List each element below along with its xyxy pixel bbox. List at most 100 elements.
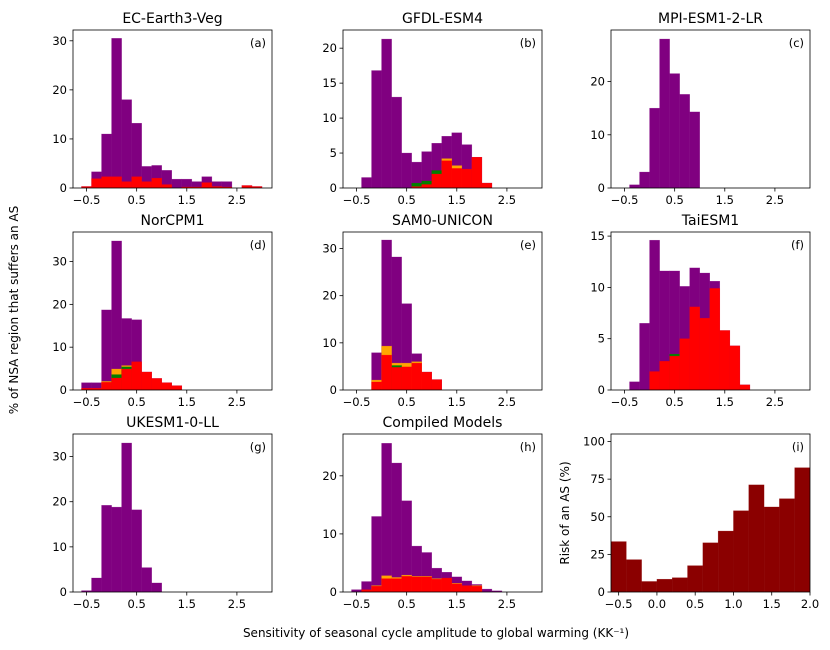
- bar-total: [481, 588, 493, 592]
- axes-frame: [72, 433, 273, 593]
- y-tick-label: 30: [322, 242, 337, 256]
- panel-title: MPI-ESM1-2-LR: [658, 11, 763, 27]
- x-tick-label: 0.5: [666, 395, 684, 409]
- bar-risk: [779, 498, 795, 592]
- axes-frame: [72, 231, 273, 391]
- bar-red: [421, 371, 432, 390]
- panel-title: SAM0-UNICON: [392, 213, 493, 229]
- bar-red: [111, 176, 122, 188]
- bars: [361, 38, 493, 188]
- x-tick-label: 0.5: [398, 193, 416, 207]
- y-tick-label: 75: [590, 472, 605, 486]
- bar-red: [371, 585, 382, 592]
- bar-total: [171, 178, 183, 188]
- panel-f: −0.5 0.5 1.5 2.5 0 5 10 15 TaiESM1 (f): [590, 213, 811, 409]
- panel-a: −0.5 0.5 1.5 2.5 0 10 20 30 EC-Earth3-Veg (a): [52, 11, 273, 207]
- x-tick-label: 0.0: [648, 597, 666, 611]
- panel-title: GFDL-ESM4: [402, 11, 483, 27]
- bar-risk: [656, 578, 673, 592]
- bar-total: [659, 38, 670, 188]
- x-tick-label: 1.5: [448, 193, 466, 207]
- x-tick-label: 1.5: [178, 395, 196, 409]
- bar-red: [371, 381, 382, 390]
- bars: [351, 443, 503, 592]
- y-tick-label: 30: [52, 34, 67, 48]
- bar-red: [401, 366, 412, 390]
- bars: [629, 38, 700, 188]
- x-tick-label: 2.5: [228, 395, 246, 409]
- bar-red: [151, 378, 162, 390]
- bar-total: [391, 462, 402, 592]
- x-tick-label: 2.5: [498, 193, 516, 207]
- y-tick-label: 0: [598, 383, 605, 397]
- y-tick-label: 50: [590, 510, 605, 524]
- x-tick-label: 0.5: [128, 597, 146, 611]
- x-tick-label: −0.5: [73, 395, 101, 409]
- y-tick-label: 20: [52, 83, 67, 97]
- bar-red: [649, 371, 660, 390]
- bar-red: [451, 168, 463, 188]
- bar-total: [401, 152, 412, 188]
- bar-total: [111, 240, 122, 390]
- bar-total: [491, 590, 503, 592]
- bar-red: [91, 178, 102, 188]
- bar-risk: [671, 577, 688, 592]
- x-tick-label: 2.5: [498, 597, 516, 611]
- bar-risk: [763, 506, 780, 592]
- y-tick-label: 15: [590, 229, 605, 243]
- bar-red: [101, 176, 112, 188]
- bar-red: [699, 317, 710, 390]
- panel-h: −0.5 0.5 1.5 2.5 0 10 20 Compiled Models (h): [322, 415, 543, 611]
- bar-red: [679, 338, 690, 390]
- x-tick-label: 2.5: [228, 193, 246, 207]
- bar-red: [161, 382, 172, 390]
- bar-total: [221, 181, 233, 188]
- x-tick-label: 0.5: [398, 597, 416, 611]
- bar-total: [141, 567, 152, 592]
- bar-total: [649, 107, 660, 188]
- bar-risk: [687, 565, 704, 592]
- bar-red: [401, 576, 412, 592]
- y-tick-label: 20: [590, 75, 605, 89]
- bar-risk: [702, 542, 719, 592]
- x-tick-label: 1.5: [763, 597, 781, 611]
- y-tick-label: 15: [322, 76, 337, 90]
- y-tick-label: 10: [52, 540, 67, 554]
- bars: [81, 38, 263, 188]
- bar-red: [719, 330, 731, 390]
- x-tick-label: 0.5: [128, 193, 146, 207]
- panel-title: UKESM1-0-LL: [126, 415, 219, 431]
- bar-red: [381, 354, 392, 390]
- bar-red: [391, 367, 402, 390]
- x-tick-label: 0.5: [686, 597, 704, 611]
- axes-frame: [342, 433, 543, 593]
- bar-red: [131, 361, 142, 390]
- x-tick-label: 2.5: [498, 395, 516, 409]
- bar-risk: [611, 541, 627, 592]
- bar-red: [461, 585, 473, 592]
- bar-total: [101, 309, 112, 390]
- y-tick-label: 0: [60, 585, 67, 599]
- panel-i: −0.5 0.0 0.5 1.0 1.5 2.0 0 25 50 75 100 (i) Risk of …: [558, 433, 819, 611]
- bar-total: [111, 506, 122, 592]
- y-tick-label: 0: [60, 181, 67, 195]
- bar-red: [411, 362, 422, 390]
- panel-label: (d): [250, 238, 266, 252]
- x-tick-label: −0.5: [343, 395, 371, 409]
- bar-total: [381, 38, 392, 188]
- bar-red: [729, 345, 741, 390]
- bar-red: [739, 384, 751, 390]
- y-tick-label: 10: [590, 280, 605, 294]
- bar-risk: [794, 467, 810, 592]
- y-tick-label: 5: [330, 146, 337, 160]
- x-tick-label: −0.5: [343, 597, 371, 611]
- bar-red: [151, 177, 162, 188]
- bar-red: [689, 306, 700, 390]
- y-axis-label: % of NSA region that suffers an AS: [7, 206, 21, 415]
- bar-total: [371, 70, 382, 188]
- bar-red: [171, 385, 183, 390]
- y-tick-label: 20: [322, 469, 337, 483]
- x-tick-label: 2.5: [228, 597, 246, 611]
- bar-red: [659, 361, 670, 390]
- bar-total: [629, 184, 640, 188]
